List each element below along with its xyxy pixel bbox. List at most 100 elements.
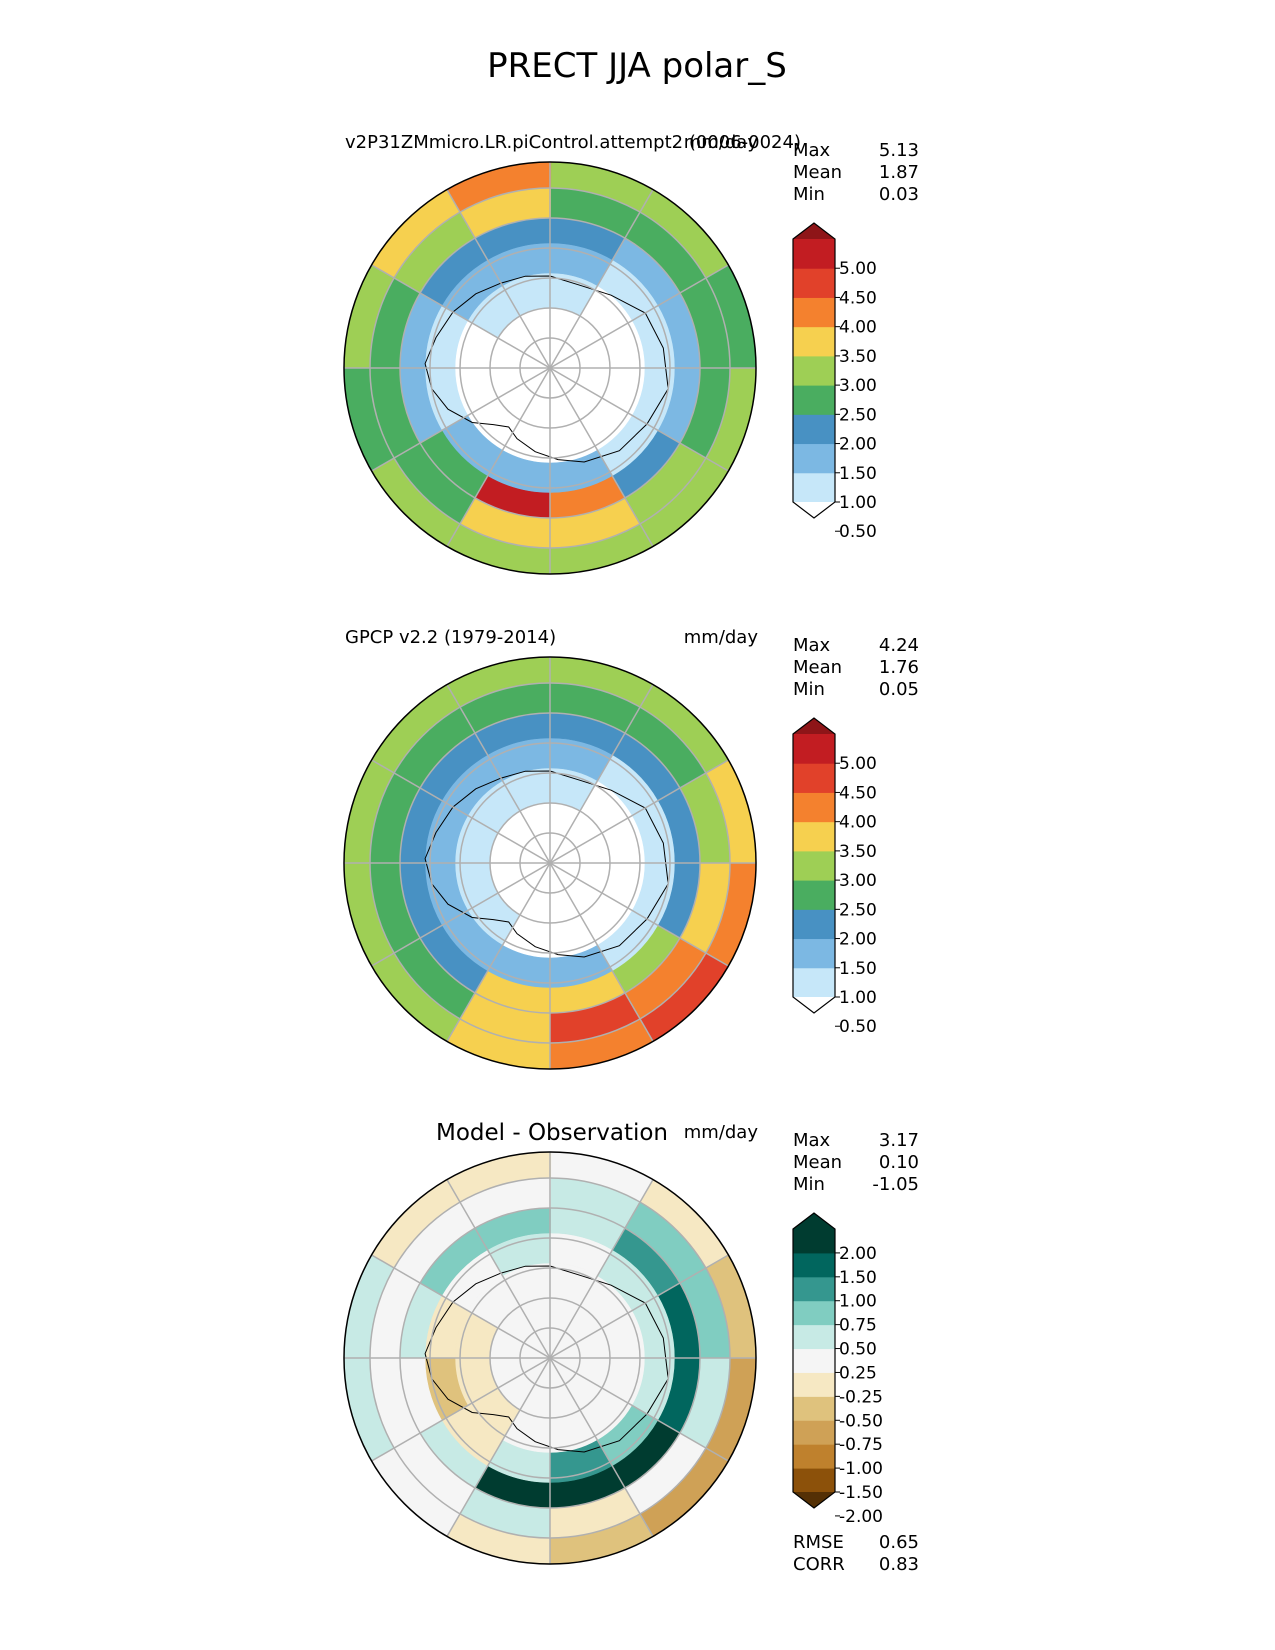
colorbar: -2.00 -1.50 -1.00 -0.75 -0.50 -0.25 0.25 0.50 0.…	[792, 1212, 883, 1527]
colorbar-bin	[793, 1420, 835, 1445]
colorbar-tick-label: 0.50	[839, 522, 877, 542]
colorbar-tick-label: 2.00	[839, 435, 877, 455]
colorbar-tick-label: 3.50	[839, 347, 877, 367]
colorbar-bin	[793, 1444, 835, 1469]
stat-label: Mean	[793, 657, 842, 678]
colorbar-bin	[793, 1396, 835, 1421]
colorbar-extend-top	[793, 718, 835, 734]
colorbar-bin	[793, 909, 835, 940]
colorbar-bin	[793, 414, 835, 445]
colorbar-tick-label: 4.00	[839, 318, 877, 338]
colorbar-bin	[793, 1229, 835, 1254]
stat-label: Min	[793, 1174, 825, 1195]
colorbar-tick-label: 5.00	[839, 259, 877, 279]
colorbar: 0.50 1.00 1.50 2.00 2.50 3.00 3.50 4.00 4.50 5.00	[792, 222, 877, 542]
stat-value: 3.17	[879, 1130, 919, 1151]
colorbar-bin	[793, 821, 835, 852]
map-boundary	[343, 161, 757, 575]
stat-value: 1.76	[879, 657, 919, 678]
panel-1: v2P31ZMmicro.LR.piControl.attempt2 (0006…	[343, 132, 919, 575]
colorbar-bin	[793, 1348, 835, 1373]
gridlines	[344, 1152, 756, 1564]
stat-extra-value: 0.65	[879, 1532, 919, 1553]
colorbar-bin	[793, 472, 835, 503]
stat-value: 0.03	[879, 184, 919, 205]
stat-label: Mean	[793, 1152, 842, 1173]
colorbar-tick-label: 1.00	[839, 1292, 877, 1312]
stat-value: -1.05	[872, 1174, 919, 1195]
colorbar-bin	[793, 880, 835, 910]
colorbar-tick-label: 1.00	[839, 988, 877, 1008]
colorbar-tick-label: 0.50	[839, 1017, 877, 1037]
colorbar-extend-bottom	[793, 997, 835, 1013]
colorbar-tick-label: 2.50	[839, 900, 877, 920]
colorbar-bin	[793, 385, 835, 415]
colorbar-bin	[793, 734, 835, 764]
colorbar-bin	[793, 850, 835, 881]
panel-2: GPCP v2.2 (1979-2014) mm/day Max 4.24 Mean 1.…	[343, 627, 919, 1070]
stat-value: 0.05	[879, 679, 919, 700]
panel-units: mm/day	[684, 1122, 759, 1143]
colorbar-tick-label: 1.50	[839, 959, 877, 979]
colorbar-bin	[793, 1324, 835, 1350]
colorbar-bin	[793, 1276, 835, 1302]
colorbar-tick-label: 3.50	[839, 842, 877, 862]
map-boundary	[343, 656, 757, 1070]
panel-units: mm/day	[684, 132, 759, 153]
colorbar-tick-label: 3.00	[839, 871, 877, 891]
colorbar-bin	[793, 355, 835, 386]
colorbar-tick-label: -0.25	[839, 1387, 883, 1407]
colorbar-tick-label: 2.00	[839, 930, 877, 950]
map-boundary	[343, 1151, 757, 1565]
colorbar-bin	[793, 1468, 835, 1493]
colorbar-tick-label: -0.75	[839, 1435, 883, 1455]
panel-units: mm/day	[684, 627, 759, 648]
colorbar-tick-label: 4.00	[839, 813, 877, 833]
colorbar-tick-label: -0.50	[839, 1411, 883, 1431]
colorbar-bin	[793, 967, 835, 998]
colorbar-tick-label: 2.00	[839, 1244, 877, 1264]
stat-value: 4.24	[879, 635, 919, 656]
stat-label: Max	[793, 1130, 831, 1151]
colorbar-extend-bottom	[793, 1492, 835, 1508]
colorbar-bin	[793, 326, 835, 357]
colorbar-tick-label: 1.00	[839, 493, 877, 513]
colorbar-tick-label: 0.25	[839, 1363, 877, 1383]
stat-value: 5.13	[879, 140, 919, 161]
colorbar-bin	[793, 792, 835, 823]
colorbar-extend-top	[793, 223, 835, 239]
gridlines	[344, 162, 756, 574]
stat-extra-value: 0.83	[879, 1554, 919, 1575]
panel-3: Model - Observation mm/day Max 3.17 Mean 0.10…	[343, 1120, 919, 1575]
colorbar-tick-label: 0.75	[839, 1316, 877, 1336]
colorbar-bin	[793, 1300, 835, 1326]
colorbar-tick-label: 1.50	[839, 1268, 877, 1288]
colorbar-tick-label: 0.50	[839, 1340, 877, 1360]
colorbar: 0.50 1.00 1.50 2.00 2.50 3.00 3.50 4.00 4.50 5.00	[792, 717, 877, 1037]
colorbar-tick-label: -2.00	[839, 1507, 883, 1527]
stat-value: 1.87	[879, 162, 919, 183]
panel-title-left: v2P31ZMmicro.LR.piControl.attempt2 (0006…	[345, 132, 801, 153]
colorbar-tick-label: 3.00	[839, 376, 877, 396]
colorbar-tick-label: 5.00	[839, 754, 877, 774]
colorbar-tick-label: -1.50	[839, 1483, 883, 1503]
panel-title-left: GPCP v2.2 (1979-2014)	[345, 627, 556, 648]
gridlines	[344, 657, 756, 1069]
colorbar-bin	[793, 268, 835, 298]
stat-value: 0.10	[879, 1152, 919, 1173]
colorbar-tick-label: 4.50	[839, 288, 877, 308]
colorbar-extend-top	[793, 1213, 835, 1229]
stat-label: Max	[793, 635, 831, 656]
page-title: PRECT JJA polar_S	[487, 46, 787, 86]
colorbar-bin	[793, 1372, 835, 1397]
colorbar-tick-label: -1.00	[839, 1459, 883, 1479]
stat-extra-label: CORR	[793, 1554, 845, 1575]
stat-label: Min	[793, 679, 825, 700]
colorbar-tick-label: 1.50	[839, 464, 877, 484]
colorbar-bin	[793, 297, 835, 328]
colorbar-extend-bottom	[793, 502, 835, 518]
colorbar-bin	[793, 938, 835, 969]
colorbar-tick-label: 4.50	[839, 783, 877, 803]
stat-label: Max	[793, 140, 831, 161]
